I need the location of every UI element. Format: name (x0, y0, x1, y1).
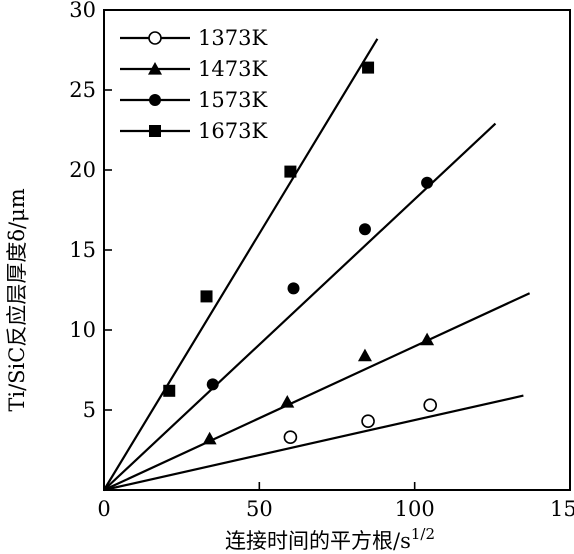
x-tick-label: 50 (246, 497, 273, 521)
legend-label: 1373K (198, 26, 267, 50)
data-point-1473K (202, 431, 217, 445)
data-point-1473K (280, 395, 295, 408)
x-tick-label: 0 (97, 497, 110, 521)
data-point-1573K (421, 176, 434, 189)
x-tick-label: 100 (395, 497, 435, 521)
data-point-1373K (423, 398, 438, 413)
y-tick-label: 20 (69, 158, 96, 182)
data-point-1673K (163, 384, 176, 397)
legend-label: 1673K (198, 119, 267, 143)
data-point-1373K (361, 414, 375, 429)
legend-label: 1573K (198, 88, 267, 112)
x-axis-label: 连接时间的平方根/s1/2 (225, 525, 435, 553)
data-point-1673K (284, 165, 297, 178)
fit-line-1673K (103, 38, 379, 491)
data-point-1673K (200, 290, 213, 303)
axis-ticks: 0 50 100 150 5 10 15 20 25 30 (69, 0, 574, 521)
data-point-1673K (362, 61, 375, 74)
legend: 1373K 1473K 1573K 1673K (120, 26, 267, 143)
data-point-1473K (357, 348, 372, 362)
y-tick-label: 30 (69, 0, 96, 22)
fit-line-1473K (103, 292, 531, 491)
fit-line-1573K (103, 122, 497, 491)
y-tick-label: 10 (69, 318, 96, 342)
plot-border (103, 9, 571, 491)
legend-marker (148, 31, 162, 45)
data-point-1373K (283, 430, 298, 445)
fit-line-1373K (103, 394, 524, 492)
x-tick-label: 150 (550, 497, 574, 521)
data-markers (163, 61, 438, 445)
plot-frame (103, 9, 571, 491)
legend-marker (149, 125, 161, 137)
legend-marker (148, 62, 162, 75)
legend-marker (149, 94, 161, 106)
y-axis-label: Ti/SiC反应层厚度δ/μm (5, 188, 29, 411)
y-tick-label: 15 (69, 238, 96, 262)
y-tick-label: 25 (69, 78, 96, 102)
fit-lines (103, 38, 531, 492)
data-point-1573K (358, 223, 371, 236)
y-tick-label: 5 (83, 398, 96, 422)
legend-label: 1473K (198, 57, 267, 81)
data-point-1573K (206, 378, 219, 391)
data-point-1473K (420, 332, 435, 346)
data-point-1573K (287, 282, 300, 295)
